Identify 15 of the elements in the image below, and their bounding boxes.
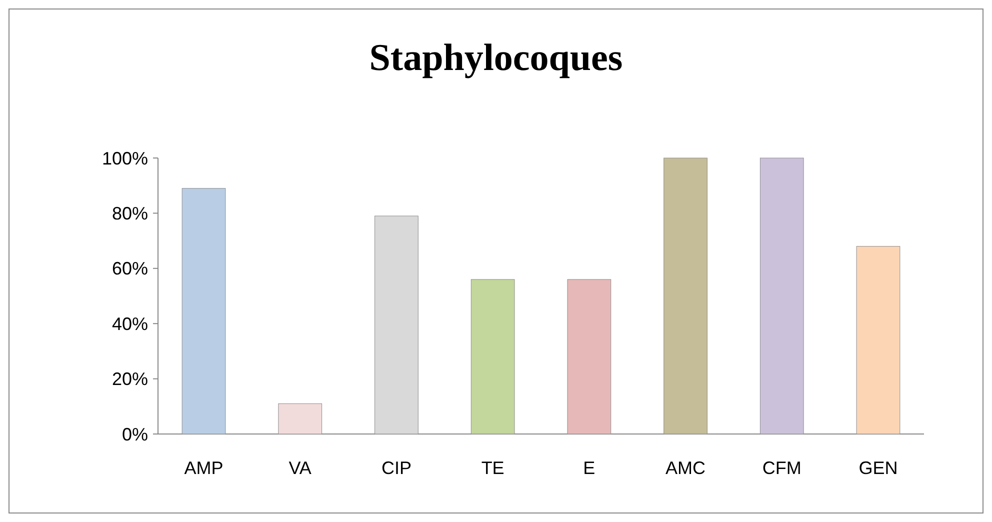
y-tick-label: 20% xyxy=(112,369,148,390)
x-tick-label: TE xyxy=(481,458,504,478)
y-tick-label: 100% xyxy=(102,148,148,168)
y-tick-label: 60% xyxy=(112,258,148,279)
x-tick-label: CIP xyxy=(381,458,412,478)
x-tick-label: GEN xyxy=(858,458,898,478)
y-tick-label: 80% xyxy=(112,204,148,224)
x-tick-label: CFM xyxy=(762,458,802,478)
chart-title: Staphylocoques xyxy=(369,37,623,79)
x-tick-label: AMP xyxy=(184,458,224,478)
x-tick-label: AMC xyxy=(666,458,706,478)
y-tick-label: 40% xyxy=(112,314,148,334)
y-tick-label: 0% xyxy=(122,424,148,444)
x-tick-label: VA xyxy=(288,458,312,478)
x-tick-label: E xyxy=(583,458,596,478)
